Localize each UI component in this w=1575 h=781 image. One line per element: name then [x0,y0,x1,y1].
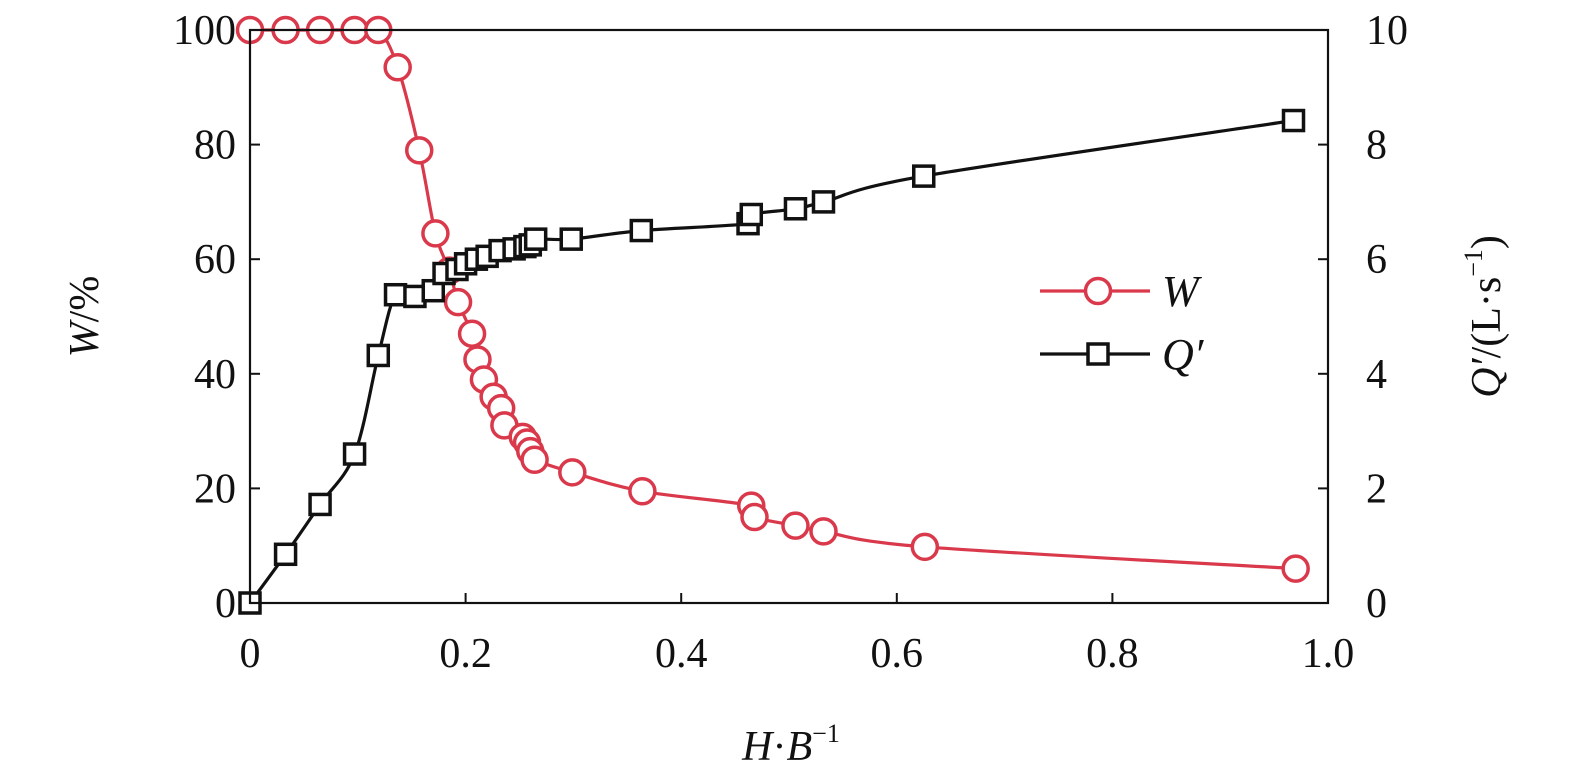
w-point [558,458,587,487]
x-tick-label: 0.8 [1086,631,1139,677]
w-point [740,502,769,532]
y-right-tick-label: 6 [1366,237,1387,283]
q-point [342,442,367,466]
y-left-tick-label: 60 [194,237,236,283]
w-point [628,477,657,506]
x-tick-label: 0 [240,631,261,677]
q-point [811,190,836,214]
y-right-tick-label: 2 [1366,466,1387,512]
y-right-tick-label: 8 [1366,123,1387,169]
legend-marker-w [1083,276,1113,306]
q-point [523,227,548,251]
legend: W Q′ [1040,267,1205,379]
y-left-axis-title: W/% [62,276,108,358]
w-point [781,511,810,540]
series-line-q [248,118,1294,604]
y-right-tick-label: 0 [1366,581,1387,627]
q-point [273,542,298,567]
y-left-tick-label: 40 [194,352,236,398]
q-point [783,197,808,221]
legend-label-w: W [1162,267,1202,316]
plot-area [235,15,1310,615]
w-point [404,136,434,165]
y-left-tick-label: 20 [194,466,236,512]
y-right-tick-label: 4 [1366,352,1387,398]
w-point [457,319,487,348]
q-point [308,492,332,517]
x-tick-label: 0.6 [871,631,924,677]
x-axis-title: H·B−1 [741,719,840,770]
y-left-tick-label: 80 [194,123,236,169]
q-point [383,282,408,307]
y-left-tick-label: 100 [173,8,236,54]
w-point [520,445,549,474]
axes: 0 0.2 0.4 0.6 0.8 1.00204060801000246810H·B−1… [62,8,1510,770]
x-tick-label: 0.2 [439,631,492,677]
q-point [1281,108,1306,133]
plot-frame [248,28,1330,605]
q-point [366,343,391,368]
x-tick-label: 0.4 [655,631,708,677]
w-point [1281,554,1310,583]
w-point [421,219,450,248]
q-point [559,227,583,251]
q-point [912,164,936,188]
legend-marker-q [1086,342,1110,366]
legend-label-q: Q′ [1162,330,1205,379]
y-right-axis-title: Q′/(L·s−1) [1459,235,1510,398]
w-point [910,532,940,562]
w-point [383,52,412,82]
q-point [629,218,654,243]
y-left-tick-label: 0 [215,581,236,627]
x-tick-label: 1.0 [1302,631,1355,677]
y-right-tick-label: 10 [1366,8,1408,54]
q-point [739,202,764,227]
w-point [443,287,473,317]
w-point [809,517,838,546]
